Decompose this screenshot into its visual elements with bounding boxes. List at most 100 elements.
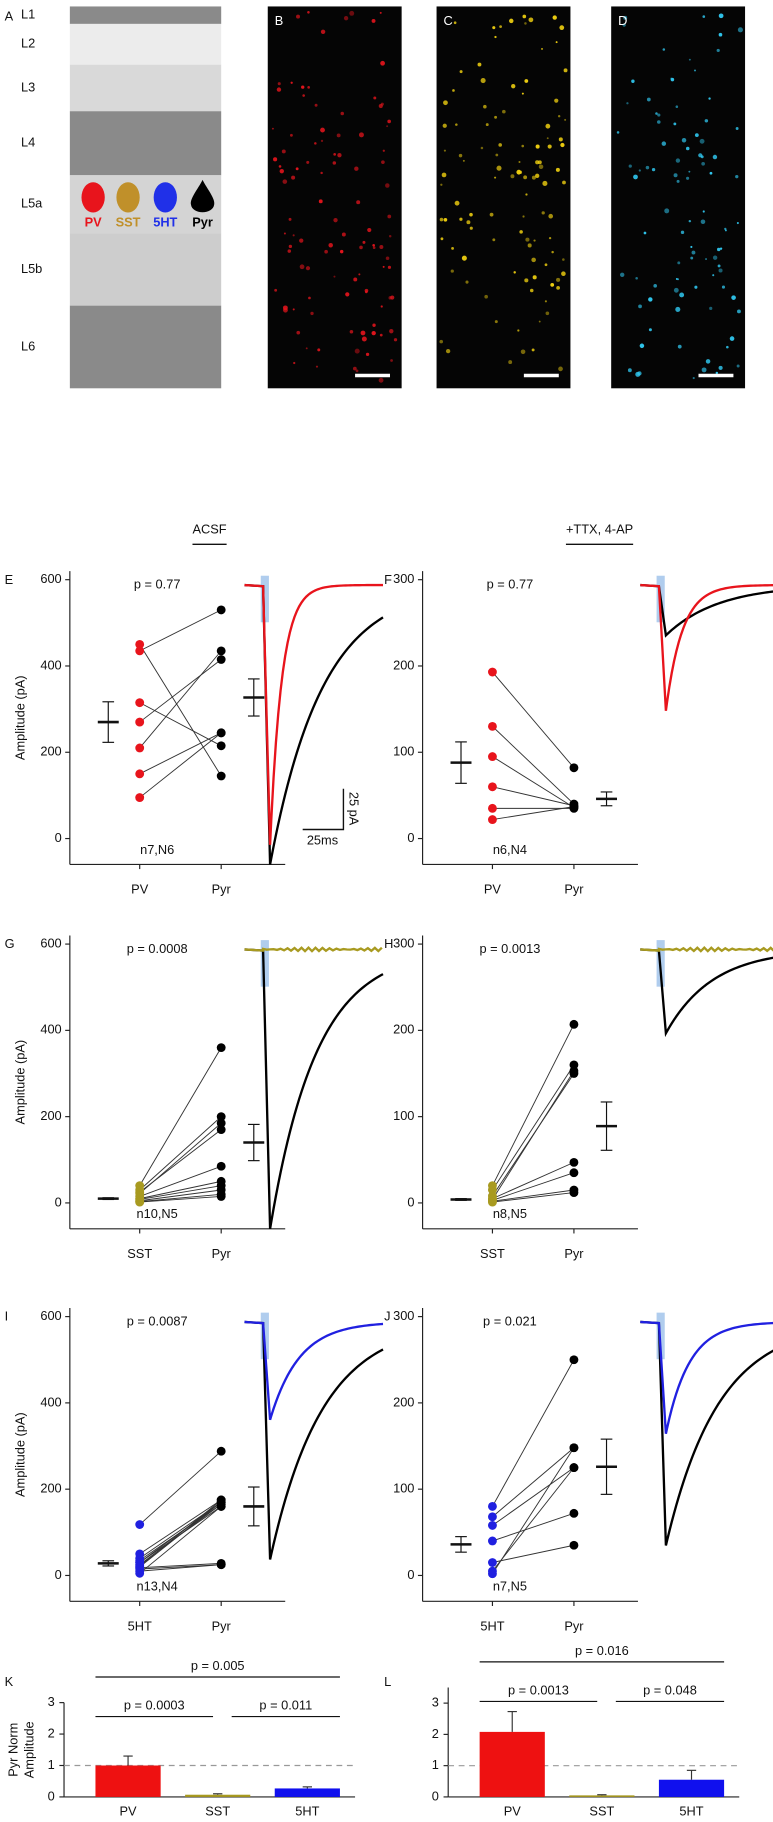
cell-dot [340, 111, 345, 116]
data-point [569, 802, 579, 812]
data-point [488, 1558, 497, 1567]
cell-dot [496, 165, 502, 171]
data-point [488, 1502, 497, 1511]
sample-note: n7,N5 [493, 1579, 527, 1594]
cell-dot [550, 282, 555, 287]
y-tick-label: 3 [48, 1694, 55, 1709]
bar [569, 1795, 635, 1797]
cell-dot [631, 79, 635, 83]
cell-dot [380, 305, 383, 308]
cell-dot [679, 292, 685, 298]
cell-dot [443, 100, 448, 106]
comparison-label: p = 0.048 [643, 1682, 697, 1697]
data-point [135, 769, 145, 779]
data-point [569, 1019, 579, 1029]
cell-dot [378, 377, 384, 383]
cell-label: 5HT [153, 214, 177, 229]
micrograph [436, 6, 571, 389]
pair-line [139, 1195, 222, 1203]
cell-dot [317, 348, 321, 352]
cell-dot [508, 360, 513, 365]
cell-dot [712, 154, 718, 160]
cell-dot [736, 221, 739, 225]
cell-dot [541, 211, 545, 215]
cell-dot [557, 115, 561, 118]
cell-dot [320, 127, 325, 133]
cell-dot [715, 371, 719, 375]
cell-dot [525, 193, 528, 196]
stimulus-marker [260, 575, 269, 623]
cell-dot [386, 125, 389, 128]
cell-dot [712, 255, 718, 260]
cell-dot [675, 105, 679, 108]
cell-dot [450, 269, 454, 273]
layer-label: L5a [21, 196, 43, 211]
layer-label: L3 [21, 79, 35, 94]
cell-dot [718, 365, 723, 370]
cell-dot [343, 16, 349, 21]
sample-note: n13,N4 [137, 1579, 178, 1594]
trace [640, 583, 773, 711]
trace [244, 1320, 384, 1560]
cell-dot [509, 18, 514, 24]
cell-dot [525, 237, 530, 242]
cell-dot [718, 13, 724, 19]
cell-dot [562, 258, 565, 261]
cell-dot [709, 306, 713, 310]
stimulus-marker [260, 940, 269, 987]
cell-dot [498, 143, 502, 147]
pair-line [139, 1564, 222, 1572]
cell-dot [564, 118, 567, 121]
cell-dot [729, 336, 735, 341]
condition-heading: +TTX, 4-AP [566, 522, 633, 537]
x-tick-label: Pyr [212, 1618, 232, 1633]
sample-note: n10,N5 [137, 1206, 178, 1221]
cell-dot [336, 133, 341, 138]
cell-dot [354, 348, 360, 354]
cell-dot [675, 158, 681, 163]
cell-dot [519, 230, 523, 234]
data-point [135, 639, 145, 649]
data-point [216, 655, 226, 664]
data-point [569, 1157, 579, 1167]
micrograph [611, 6, 746, 389]
cell-dot [333, 217, 338, 223]
y-tick-label: 200 [40, 1108, 61, 1123]
pair-line [492, 671, 575, 769]
cell-dot [623, 15, 628, 20]
layer-band [69, 233, 222, 306]
cell-dot [655, 112, 658, 115]
cell-dot [694, 133, 699, 138]
pair-line [492, 1192, 574, 1203]
cell-shape [190, 179, 215, 213]
pair-line [139, 1185, 222, 1200]
cell-dot [627, 368, 632, 373]
pair-line [139, 650, 222, 749]
cell-dot [537, 160, 542, 165]
cell-dot [548, 237, 552, 240]
trace [244, 1320, 384, 1421]
pair-line [492, 1189, 574, 1202]
cell-dot [675, 306, 681, 312]
cell-dot [690, 256, 694, 260]
cell-dot [349, 329, 354, 334]
layer-label: L2 [21, 36, 35, 51]
cell-dot [688, 170, 691, 173]
cell-dot [657, 113, 661, 117]
cell-dot [542, 180, 548, 186]
cell-dot [339, 249, 344, 254]
trace [244, 946, 383, 953]
cell-dot [299, 264, 305, 270]
y-tick-label: 0 [55, 1567, 62, 1582]
data-point [488, 1520, 497, 1530]
cell-dot [292, 308, 295, 311]
cell-dot [616, 131, 620, 134]
cell-dot [646, 97, 651, 102]
cell-dot [387, 214, 392, 219]
panel-letter: F [384, 572, 392, 587]
cell-dot [492, 238, 496, 242]
cell-dot [361, 336, 367, 342]
y-tick-label: 0 [407, 830, 414, 845]
